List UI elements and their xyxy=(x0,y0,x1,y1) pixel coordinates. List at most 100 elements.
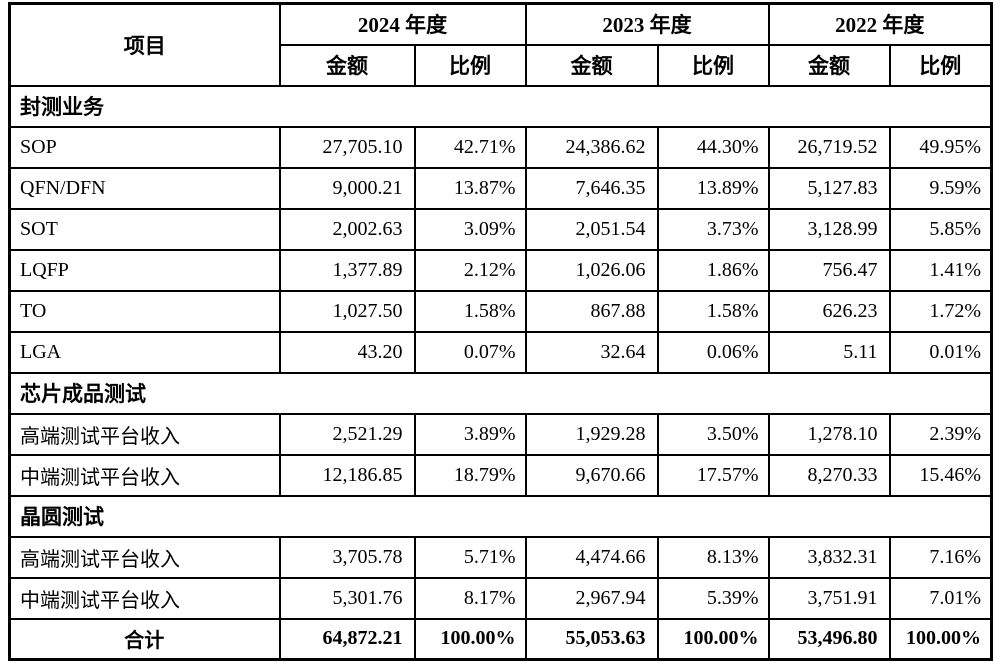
amount-cell: 32.64 xyxy=(524,330,659,374)
amount-cell: 1,377.89 xyxy=(278,248,416,292)
amount-cell: 64,872.21 xyxy=(278,617,416,661)
amount-cell: 3,128.99 xyxy=(767,207,891,251)
amount-cell: 26,719.52 xyxy=(767,125,891,169)
amount-cell: 2,051.54 xyxy=(524,207,659,251)
ratio-cell: 5.85% xyxy=(888,207,993,251)
ratio-cell: 15.46% xyxy=(888,453,993,497)
ratio-cell: 2.12% xyxy=(413,248,527,292)
ratio-cell: 1.58% xyxy=(413,289,527,333)
table-row: 高端测试平台收入 2,521.29 3.89% 1,929.28 3.50% 1,278.… xyxy=(8,412,993,456)
table-row: 高端测试平台收入 3,705.78 5.71% 4,474.66 8.13% 3,832.… xyxy=(8,535,993,579)
column-header-ratio-2023: 比例 xyxy=(656,43,770,87)
ratio-cell: 8.13% xyxy=(656,535,770,579)
table-row: 中端测试平台收入 12,186.85 18.79% 9,670.66 17.57% 8,2… xyxy=(8,453,993,497)
ratio-cell: 7.01% xyxy=(888,576,993,620)
section-label: 芯片成品测试 xyxy=(8,371,993,415)
column-header-item: 项目 xyxy=(8,2,281,87)
ratio-cell: 100.00% xyxy=(413,617,527,661)
amount-cell: 9,000.21 xyxy=(278,166,416,210)
amount-cell: 43.20 xyxy=(278,330,416,374)
amount-cell: 8,270.33 xyxy=(767,453,891,497)
column-header-amount-2022: 金额 xyxy=(767,43,891,87)
amount-cell: 7,646.35 xyxy=(524,166,659,210)
amount-cell: 5,301.76 xyxy=(278,576,416,620)
ratio-cell: 9.59% xyxy=(888,166,993,210)
ratio-cell: 1.72% xyxy=(888,289,993,333)
row-label: QFN/DFN xyxy=(8,166,281,210)
amount-cell: 2,967.94 xyxy=(524,576,659,620)
amount-cell: 4,474.66 xyxy=(524,535,659,579)
ratio-cell: 1.86% xyxy=(656,248,770,292)
amount-cell: 53,496.80 xyxy=(767,617,891,661)
column-header-year-2022: 2022 年度 xyxy=(767,2,993,46)
ratio-cell: 17.57% xyxy=(656,453,770,497)
column-header-ratio-2024: 比例 xyxy=(413,43,527,87)
amount-cell: 1,929.28 xyxy=(524,412,659,456)
ratio-cell: 3.09% xyxy=(413,207,527,251)
row-label: LQFP xyxy=(8,248,281,292)
amount-cell: 867.88 xyxy=(524,289,659,333)
amount-cell: 9,670.66 xyxy=(524,453,659,497)
amount-cell: 3,832.31 xyxy=(767,535,891,579)
column-header-year-2024: 2024 年度 xyxy=(278,2,527,46)
ratio-cell: 49.95% xyxy=(888,125,993,169)
revenue-breakdown-table-wrap: 项目 2024 年度 2023 年度 2022 年度 金额 比例 金额 比例 金… xyxy=(8,2,993,661)
ratio-cell: 42.71% xyxy=(413,125,527,169)
header-row-metrics: 金额 比例 金额 比例 金额 比例 xyxy=(10,43,993,87)
ratio-cell: 100.00% xyxy=(888,617,993,661)
ratio-cell: 0.06% xyxy=(656,330,770,374)
table-row: SOT 2,002.63 3.09% 2,051.54 3.73% 3,128.99 5.8… xyxy=(8,207,993,251)
table-row: SOP 27,705.10 42.71% 24,386.62 44.30% 26,719.… xyxy=(8,125,993,169)
row-label: LGA xyxy=(8,330,281,374)
ratio-cell: 3.89% xyxy=(413,412,527,456)
table-row: LQFP 1,377.89 2.12% 1,026.06 1.86% 756.47 1.41… xyxy=(8,248,993,292)
ratio-cell: 0.01% xyxy=(888,330,993,374)
row-label: 中端测试平台收入 xyxy=(8,576,281,620)
row-label: 高端测试平台收入 xyxy=(8,535,281,579)
ratio-cell: 1.58% xyxy=(656,289,770,333)
amount-cell: 5.11 xyxy=(767,330,891,374)
amount-cell: 3,705.78 xyxy=(278,535,416,579)
ratio-cell: 13.87% xyxy=(413,166,527,210)
amount-cell: 55,053.63 xyxy=(524,617,659,661)
amount-cell: 2,521.29 xyxy=(278,412,416,456)
ratio-cell: 1.41% xyxy=(888,248,993,292)
column-header-ratio-2022: 比例 xyxy=(888,43,993,87)
ratio-cell: 44.30% xyxy=(656,125,770,169)
amount-cell: 1,027.50 xyxy=(278,289,416,333)
ratio-cell: 3.73% xyxy=(656,207,770,251)
amount-cell: 27,705.10 xyxy=(278,125,416,169)
amount-cell: 756.47 xyxy=(767,248,891,292)
section-label: 封测业务 xyxy=(8,84,993,128)
ratio-cell: 7.16% xyxy=(888,535,993,579)
row-label: TO xyxy=(8,289,281,333)
ratio-cell: 2.39% xyxy=(888,412,993,456)
ratio-cell: 0.07% xyxy=(413,330,527,374)
ratio-cell: 5.71% xyxy=(413,535,527,579)
header-row-years: 项目 2024 年度 2023 年度 2022 年度 xyxy=(8,2,993,87)
amount-cell: 1,278.10 xyxy=(767,412,891,456)
table-row: 中端测试平台收入 5,301.76 8.17% 2,967.94 5.39% 3,751.… xyxy=(8,576,993,620)
table-row: TO 1,027.50 1.58% 867.88 1.58% 626.23 1.72% xyxy=(8,289,993,333)
amount-cell: 24,386.62 xyxy=(524,125,659,169)
ratio-cell: 5.39% xyxy=(656,576,770,620)
table-row: QFN/DFN 9,000.21 13.87% 7,646.35 13.89% 5,127… xyxy=(8,166,993,210)
revenue-breakdown-table: 项目 2024 年度 2023 年度 2022 年度 金额 比例 金额 比例 金… xyxy=(8,2,993,661)
column-header-amount-2023: 金额 xyxy=(524,43,659,87)
amount-cell: 2,002.63 xyxy=(278,207,416,251)
amount-cell: 5,127.83 xyxy=(767,166,891,210)
amount-cell: 3,751.91 xyxy=(767,576,891,620)
section-header-row: 封测业务 xyxy=(8,84,993,128)
ratio-cell: 13.89% xyxy=(656,166,770,210)
ratio-cell: 8.17% xyxy=(413,576,527,620)
table-row: LGA 43.20 0.07% 32.64 0.06% 5.11 0.01% xyxy=(8,330,993,374)
total-row: 合计 64,872.21 100.00% 55,053.63 100.00% 53,496… xyxy=(8,617,993,661)
amount-cell: 1,026.06 xyxy=(524,248,659,292)
section-header-row: 芯片成品测试 xyxy=(8,371,993,415)
column-header-amount-2024: 金额 xyxy=(278,43,416,87)
row-label: 中端测试平台收入 xyxy=(8,453,281,497)
section-label: 晶圆测试 xyxy=(8,494,993,538)
column-header-year-2023: 2023 年度 xyxy=(524,2,770,46)
ratio-cell: 18.79% xyxy=(413,453,527,497)
ratio-cell: 100.00% xyxy=(656,617,770,661)
